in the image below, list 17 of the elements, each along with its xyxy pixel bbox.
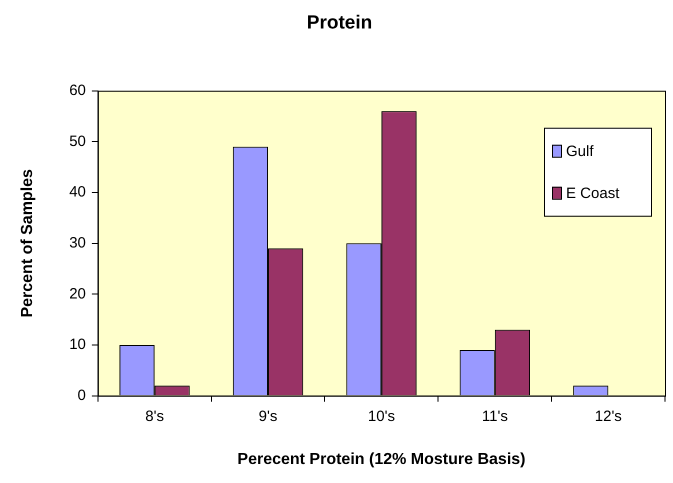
y-tick-label: 50	[69, 132, 86, 150]
x-tick-label: 12's	[594, 408, 622, 425]
x-axis-title: Perecent Protein (12% Mosture Basis)	[237, 450, 526, 468]
x-tick-label: 8's	[145, 408, 164, 425]
x-tick-label: 11's	[482, 408, 508, 425]
legend-label: E Coast	[566, 184, 620, 202]
legend-label: Gulf	[566, 142, 594, 160]
chart-title: Protein	[306, 12, 372, 34]
y-tick-label: 0	[78, 386, 86, 404]
x-tick-label: 9's	[258, 408, 278, 425]
x-tick-label: 10's	[368, 408, 395, 425]
y-tick-label: 20	[69, 285, 86, 302]
y-tick-label: 40	[69, 184, 86, 201]
y-tick-label: 10	[69, 336, 86, 354]
y-tick-label: 60	[69, 82, 86, 99]
y-axis-title: Percent of Samples	[19, 168, 36, 318]
y-tick-label: 30	[69, 234, 86, 252]
